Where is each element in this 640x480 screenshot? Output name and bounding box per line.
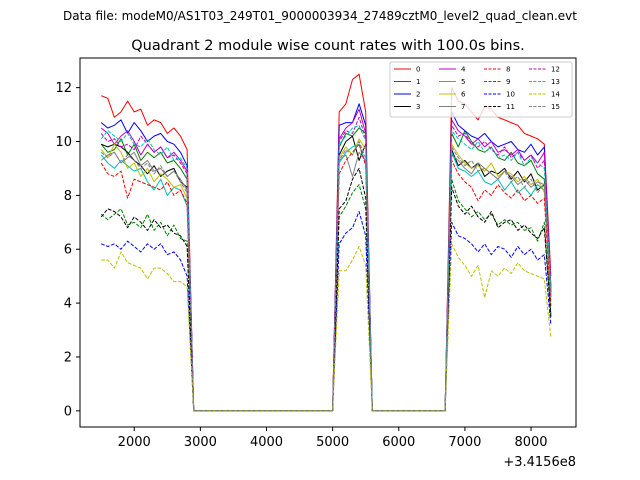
legend-label-1: 1: [416, 78, 420, 86]
y-tick-label: 6: [64, 243, 72, 258]
legend-label-5: 5: [461, 78, 465, 86]
x-tick-label: 4000: [250, 435, 283, 450]
x-tick-label: 8000: [514, 435, 547, 450]
legend-label-0: 0: [416, 66, 420, 74]
x-tick-label: 5000: [316, 435, 349, 450]
x-tick-label: 2000: [118, 435, 151, 450]
x-tick-label: 3000: [184, 435, 217, 450]
legend-label-7: 7: [461, 103, 465, 111]
y-axis-ticks: 0 2 4 6 8 10 12: [55, 81, 80, 419]
y-tick-label: 2: [64, 350, 72, 365]
y-tick-label: 10: [55, 135, 72, 150]
legend-label-14: 14: [551, 91, 560, 99]
chart-title: Quadrant 2 module wise count rates with …: [131, 38, 525, 54]
plot-frame: [79, 57, 577, 428]
legend-label-2: 2: [416, 91, 420, 99]
x-axis-ticks: 2000 3000 4000 5000 6000 7000 8000: [118, 427, 548, 450]
legend-label-15: 15: [551, 103, 560, 111]
x-tick-label: 6000: [382, 435, 415, 450]
legend-label-6: 6: [461, 91, 466, 99]
legend-label-3: 3: [416, 103, 420, 111]
x-offset-label: +3.4156e8: [503, 455, 576, 470]
data-file-suptitle: Data file: modeM0/AS1T03_249T01_90000039…: [63, 9, 577, 23]
legend-label-13: 13: [551, 78, 560, 86]
y-tick-label: 8: [64, 189, 72, 204]
x-tick-label: 7000: [448, 435, 481, 450]
legend-label-4: 4: [461, 66, 466, 74]
series-layer: [100, 73, 552, 412]
y-tick-label: 4: [64, 297, 72, 312]
legend-label-12: 12: [551, 66, 560, 74]
legend-label-11: 11: [506, 103, 515, 111]
legend-label-9: 9: [506, 78, 510, 86]
y-tick-label: 0: [64, 404, 72, 419]
legend-label-10: 10: [506, 91, 515, 99]
y-tick-label: 12: [55, 81, 72, 96]
series-line-15: [100, 141, 552, 412]
legend-box: [389, 61, 573, 118]
legend-label-8: 8: [506, 66, 510, 74]
